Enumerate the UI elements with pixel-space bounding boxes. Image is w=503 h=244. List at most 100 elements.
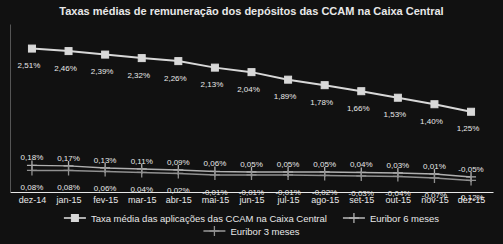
data-label: 0,05%	[313, 160, 336, 169]
data-label: -0,05%	[458, 165, 483, 174]
legend-marker-shape	[349, 213, 359, 223]
plot: dez-14 jan-15 fev-15 mar-15 abr-15 mai-15 jun-…	[11, 25, 494, 206]
data-label: 0,09%	[167, 158, 190, 167]
point-marker	[285, 76, 292, 83]
point-marker	[247, 170, 257, 180]
data-label: -0,01%	[202, 188, 227, 197]
point-marker	[393, 171, 403, 181]
point-marker-shape	[138, 55, 145, 62]
data-label: -0,04%	[385, 189, 410, 198]
x-tick-label: jun-15	[238, 195, 264, 205]
point-marker-shape	[64, 165, 74, 175]
data-label: 2,46%	[54, 64, 77, 73]
point-marker-shape	[285, 76, 292, 83]
legend-item: Euribor 3 meses	[203, 226, 299, 237]
legend-label: Euribor 3 meses	[230, 226, 299, 237]
point-marker	[100, 166, 110, 176]
point-marker	[466, 175, 476, 185]
point-marker-shape	[468, 108, 475, 115]
point-marker-shape	[394, 94, 401, 101]
point-marker-shape	[431, 101, 438, 108]
data-label: 2,04%	[237, 85, 260, 94]
legend-marker	[71, 215, 78, 222]
point-marker-shape	[65, 48, 72, 55]
point-marker	[321, 82, 328, 89]
x-tick-label: mar-15	[128, 195, 157, 205]
point-marker-shape	[28, 45, 35, 52]
data-label: 0,04%	[350, 160, 373, 169]
legend-marker	[209, 226, 219, 236]
point-marker	[431, 101, 438, 108]
x-tick: dez-14	[19, 192, 47, 205]
point-marker	[356, 171, 366, 181]
marks	[27, 45, 476, 185]
legend-item: Euribor 6 meses	[343, 213, 439, 224]
data-label: 0,08%	[57, 183, 80, 192]
data-label: 0,17%	[57, 154, 80, 163]
chart: Taxas médias de remuneração dos depósito…	[0, 0, 503, 244]
data-label: 1,78%	[310, 98, 333, 107]
point-marker	[210, 170, 220, 180]
y-axis-line	[10, 25, 11, 193]
data-label: 2,13%	[201, 80, 224, 89]
data-label: 0,06%	[94, 184, 117, 193]
data-label: 0,13%	[94, 156, 117, 165]
data-label: -0,01%	[239, 188, 264, 197]
point-marker	[27, 165, 37, 175]
point-marker	[65, 48, 72, 55]
point-marker-shape	[102, 51, 109, 58]
data-label: 0,03%	[387, 161, 410, 170]
point-marker	[358, 88, 365, 95]
x-tick: jan-15	[56, 192, 82, 205]
legend-label: Taxa média das aplicações das CCAM na Ca…	[91, 213, 327, 224]
point-marker-shape	[283, 170, 293, 180]
point-marker-shape	[429, 173, 439, 183]
data-label: 0,01%	[423, 162, 446, 171]
point-marker-shape	[100, 166, 110, 176]
data-label: 1,25%	[457, 124, 480, 133]
point-marker-shape	[27, 165, 37, 175]
point-marker-shape	[173, 168, 183, 178]
point-marker	[320, 170, 330, 180]
x-tick-label: fev-15	[93, 195, 118, 205]
data-label: -0,01%	[275, 188, 300, 197]
data-label: 1,53%	[384, 110, 407, 119]
data-label: -0,07%	[422, 191, 447, 200]
data-label: 1,89%	[274, 92, 297, 101]
data-label: 0,18%	[21, 153, 44, 162]
point-marker-shape	[247, 170, 257, 180]
data-labels: 2,51%2,46%2,39%2,32%2,26%2,13%2,04%1,89%…	[18, 61, 484, 202]
background	[0, 0, 503, 244]
data-label: 2,51%	[18, 61, 41, 70]
x-tick-label: jul-15	[277, 195, 300, 205]
point-marker-shape	[210, 170, 220, 180]
data-label: 0,02%	[167, 186, 190, 195]
point-marker-shape	[321, 82, 328, 89]
data-label: 1,66%	[347, 104, 370, 113]
point-marker-shape	[466, 175, 476, 185]
data-label: 0,08%	[21, 183, 44, 192]
point-marker	[248, 69, 255, 76]
x-tick-label: abr-15	[166, 195, 192, 205]
point-marker-shape	[358, 88, 365, 95]
point-marker	[138, 55, 145, 62]
point-marker-shape	[211, 64, 218, 71]
data-label: -0,02%	[312, 188, 337, 197]
point-marker-shape	[356, 171, 366, 181]
x-tick: fev-15	[93, 192, 118, 205]
legend-item: Taxa média das aplicações das CCAM na Ca…	[64, 213, 327, 224]
point-marker-shape	[175, 58, 182, 65]
point-marker	[28, 45, 35, 52]
point-marker-shape	[320, 170, 330, 180]
point-marker-shape	[248, 69, 255, 76]
point-marker	[102, 51, 109, 58]
data-label: 1,40%	[420, 117, 443, 126]
point-marker	[137, 167, 147, 177]
point-marker	[173, 168, 183, 178]
data-label: 2,26%	[164, 74, 187, 83]
point-marker-shape	[137, 167, 147, 177]
series-line	[32, 49, 471, 112]
point-marker	[283, 170, 293, 180]
x-tick-label: mai-15	[202, 195, 230, 205]
point-marker-shape	[393, 171, 403, 181]
